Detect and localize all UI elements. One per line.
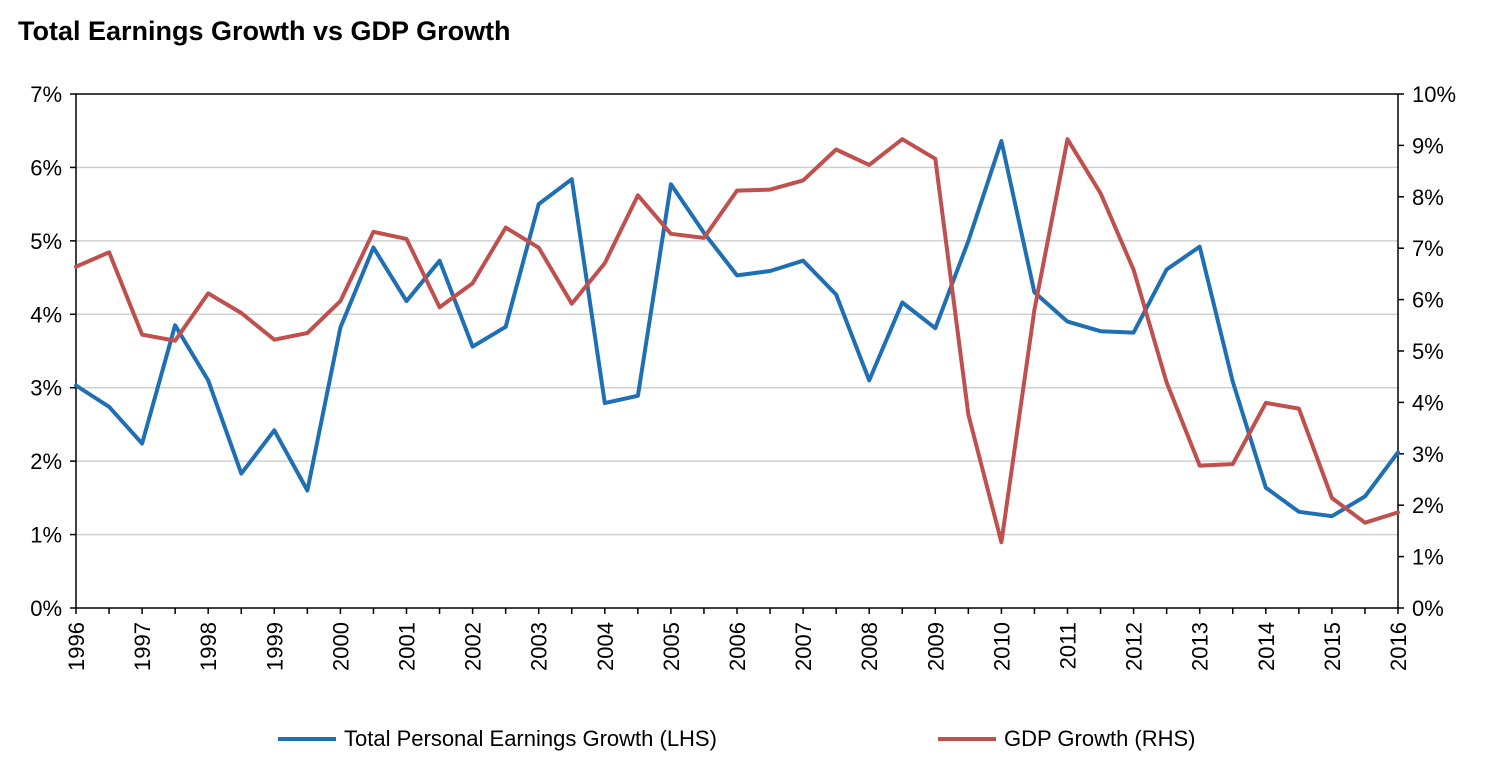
- legend-swatch-earnings: [278, 737, 336, 741]
- right-axis: 0% 1% 2% 3% 4% 5% 6% 7% 8% 9% 10%: [1398, 82, 1456, 621]
- legend-swatch-gdp: [938, 737, 996, 741]
- left-tick-label: 4%: [30, 302, 62, 327]
- x-tick-label: 1999: [262, 622, 287, 671]
- legend-label-gdp: GDP Growth (RHS): [1004, 726, 1196, 751]
- right-tick-label: 3%: [1412, 442, 1444, 467]
- right-tick-label: 8%: [1412, 185, 1444, 210]
- grid-lines: [76, 166, 1398, 536]
- left-tick-label: 5%: [30, 229, 62, 254]
- x-tick-label: 2016: [1386, 622, 1411, 671]
- chart-title: Total Earnings Growth vs GDP Growth: [18, 16, 511, 46]
- legend-label-earnings: Total Personal Earnings Growth (LHS): [344, 726, 717, 751]
- left-tick-label: 3%: [30, 376, 62, 401]
- series-line-gdp: [74, 137, 1400, 545]
- left-axis: 0% 1% 2% 3% 4% 5% 6% 7%: [30, 82, 76, 621]
- right-tick-label: 2%: [1412, 493, 1444, 518]
- x-tick-label: 2008: [857, 622, 882, 671]
- series-lines: [74, 137, 1400, 545]
- right-tick-label: 9%: [1412, 133, 1444, 158]
- right-tick-label: 4%: [1412, 390, 1444, 415]
- x-tick-label: 2001: [395, 622, 420, 671]
- x-tick-label: 2006: [725, 622, 750, 671]
- x-tick-label: 2007: [791, 622, 816, 671]
- x-tick-label: 1998: [196, 622, 221, 671]
- plot-frame: [75, 93, 1399, 609]
- x-tick-label: 2015: [1320, 622, 1345, 671]
- x-tick-label: 2002: [461, 622, 486, 671]
- x-tick-label: 2014: [1254, 622, 1279, 671]
- x-axis: 1996 1997 1998 1999 2000 2001 2002 2003 2004 2005…: [64, 608, 1411, 671]
- right-tick-label: 1%: [1412, 545, 1444, 570]
- x-tick-label: 2009: [923, 622, 948, 671]
- series-line-earnings: [74, 139, 1400, 519]
- right-tick-label: 5%: [1412, 339, 1444, 364]
- left-tick-label: 6%: [30, 155, 62, 180]
- x-tick-label: 1996: [64, 622, 89, 671]
- right-tick-label: 0%: [1412, 596, 1444, 621]
- legend-item-gdp: GDP Growth (RHS): [938, 724, 1196, 754]
- right-tick-label: 10%: [1412, 82, 1456, 107]
- x-tick-label: 2005: [659, 622, 684, 671]
- legend-item-earnings: Total Personal Earnings Growth (LHS): [278, 724, 717, 754]
- x-tick-label: 2000: [328, 622, 353, 671]
- x-tick-label: 2011: [1056, 622, 1081, 669]
- left-tick-label: 2%: [30, 449, 62, 474]
- left-tick-label: 1%: [30, 523, 62, 548]
- right-tick-label: 7%: [1412, 236, 1444, 261]
- x-tick-label: 2004: [593, 622, 618, 671]
- left-tick-label: 7%: [30, 82, 62, 107]
- x-tick-label: 2012: [1122, 622, 1147, 671]
- x-tick-label: 1997: [130, 622, 155, 671]
- x-tick-label: 2010: [989, 622, 1014, 671]
- x-tick-label: 2003: [527, 622, 552, 671]
- left-tick-label: 0%: [30, 596, 62, 621]
- x-tick-label: 2013: [1188, 622, 1213, 671]
- right-tick-label: 6%: [1412, 288, 1444, 313]
